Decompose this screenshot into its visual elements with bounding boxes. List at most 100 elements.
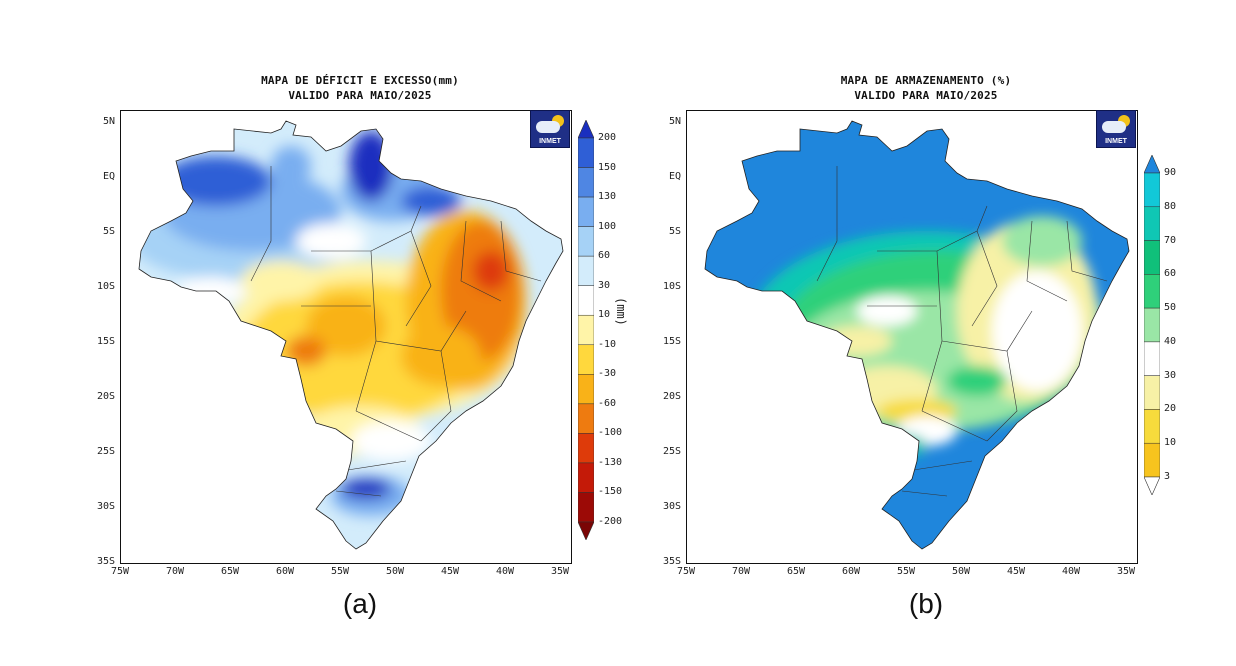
- colorbar-segment: [1144, 307, 1160, 343]
- lat-label: 25S: [96, 446, 115, 457]
- colorbar-tick-label: 70: [1164, 234, 1177, 246]
- figure-caption: (b): [908, 588, 944, 619]
- lon-label: 55W: [896, 566, 916, 577]
- colorbar-segment: [578, 137, 594, 168]
- colorbar-tick-label: -10: [598, 338, 617, 350]
- colorbar-segment: [578, 167, 594, 198]
- colorbar-tick-label: 10: [1164, 437, 1177, 449]
- colorbar-tick-label: 40: [1164, 335, 1177, 347]
- lon-label: 60W: [275, 566, 295, 577]
- inmet-logo: INMET: [1096, 110, 1136, 148]
- lon-label: 50W: [951, 566, 971, 577]
- lon-label: 55W: [330, 566, 350, 577]
- colorbar-segment: [578, 314, 594, 346]
- colorbar-segment: [1144, 409, 1160, 444]
- colorbar-segment: [578, 226, 594, 257]
- figure-caption: (a): [342, 588, 378, 619]
- map-title: MAPA DE DÉFICIT E EXCESSO(mm): [261, 74, 459, 87]
- map-subtitle: VALIDO PARA MAIO/2025: [288, 89, 432, 102]
- colorbar-tick-label: -200: [598, 516, 623, 527]
- colorbar-tick-label: 200: [598, 132, 617, 143]
- colorbar-segment: [578, 285, 594, 316]
- lon-label: 75W: [676, 566, 696, 577]
- lon-label: 35W: [1116, 566, 1136, 577]
- colorbar-segment: [1144, 240, 1160, 275]
- map-plot-area: [120, 110, 572, 564]
- colorbar-segment: [1144, 442, 1160, 478]
- panel-deficit-excess: MAPA DE DÉFICIT E EXCESSO(mm) VALIDO PAR…: [96, 74, 628, 619]
- colorbar-tick-label: 30: [1164, 369, 1177, 381]
- lon-label: 45W: [440, 566, 460, 577]
- lat-label: 30S: [96, 501, 115, 512]
- lat-label: 35S: [662, 556, 681, 567]
- lat-label: EQ: [668, 171, 681, 182]
- colorbar-segment: [578, 403, 594, 434]
- lon-label: 50W: [385, 566, 405, 577]
- panel-storage: MAPA DE ARMAZENAMENTO (%) VALIDO PARA MA…: [618, 0, 1236, 666]
- colorbar-segment: [578, 433, 594, 464]
- colorbar-tick-label: 50: [1164, 302, 1177, 314]
- colorbar-top-arrow: [1144, 155, 1160, 174]
- lat-label: 10S: [96, 281, 115, 292]
- lon-label: 65W: [220, 566, 240, 577]
- colorbar: [1144, 155, 1160, 495]
- lat-label: 25S: [662, 446, 681, 457]
- cloud-icon: [536, 121, 560, 133]
- colorbar-tick-label: 20: [1164, 403, 1177, 415]
- colorbar-tick-label: -130: [598, 456, 623, 468]
- colorbar-segment: [1144, 172, 1160, 208]
- colorbar-segment: [578, 374, 594, 405]
- colorbar-segment: [578, 196, 594, 227]
- colorbar-tick-label: 90: [1164, 167, 1177, 178]
- colorbar-tick-label: -60: [598, 397, 617, 409]
- lon-label: 70W: [165, 566, 185, 577]
- lon-label: 70W: [731, 566, 751, 577]
- lat-label: 5N: [102, 116, 115, 127]
- lat-label: 20S: [662, 391, 681, 402]
- colorbar-segment: [578, 255, 594, 286]
- colorbar-tick-label: 10: [598, 309, 611, 321]
- colorbar-tick-label: 150: [598, 161, 617, 173]
- lon-label: 35W: [550, 566, 570, 577]
- lat-label: 15S: [662, 336, 681, 347]
- lat-label: 5S: [668, 226, 681, 237]
- map-title: MAPA DE ARMAZENAMENTO (%): [840, 74, 1012, 87]
- lat-label: 10S: [662, 281, 681, 292]
- colorbar-bottom-arrow: [1144, 476, 1160, 495]
- cloud-icon: [1102, 121, 1126, 133]
- colorbar-segment: [1144, 206, 1160, 241]
- colorbar-tick-label: 30: [598, 279, 611, 291]
- colorbar-segment: [1144, 341, 1160, 376]
- lat-label: 20S: [96, 391, 115, 402]
- lon-label: 40W: [1061, 566, 1081, 577]
- colorbar-segment: [578, 344, 594, 375]
- lon-label: 75W: [110, 566, 130, 577]
- colorbar-segment: [1144, 274, 1160, 309]
- lat-label: 15S: [96, 336, 115, 347]
- lat-label: 5N: [668, 116, 681, 127]
- colorbar-bottom-arrow: [578, 521, 594, 540]
- lat-label: 5S: [102, 226, 115, 237]
- colorbar-segment: [578, 492, 594, 523]
- brazil-deficit-map: [138, 120, 564, 550]
- colorbar-tick-label: 60: [1164, 268, 1177, 280]
- inmet-logo: INMET: [530, 110, 570, 148]
- colorbar-segment: [578, 462, 594, 493]
- colorbar-tick-label: 3: [1164, 471, 1171, 482]
- lon-label: 45W: [1006, 566, 1026, 577]
- lat-label: EQ: [102, 171, 115, 182]
- colorbar-tick-label: -150: [598, 486, 623, 498]
- colorbar-top-arrow: [578, 120, 594, 139]
- map-subtitle: VALIDO PARA MAIO/2025: [854, 89, 998, 102]
- map-plot-area: [686, 110, 1138, 564]
- colorbar-tick-label: 60: [598, 250, 611, 262]
- lat-label: 30S: [662, 501, 681, 512]
- colorbar-tick-label: -30: [598, 368, 617, 380]
- colorbar-tick-label: 80: [1164, 200, 1177, 212]
- lon-label: 40W: [495, 566, 515, 577]
- colorbar-tick-label: 100: [598, 220, 617, 232]
- lon-label: 60W: [841, 566, 861, 577]
- colorbar-tick-label: -100: [598, 427, 623, 439]
- colorbar-segment: [1144, 375, 1160, 410]
- brazil-storage-map: [704, 120, 1130, 550]
